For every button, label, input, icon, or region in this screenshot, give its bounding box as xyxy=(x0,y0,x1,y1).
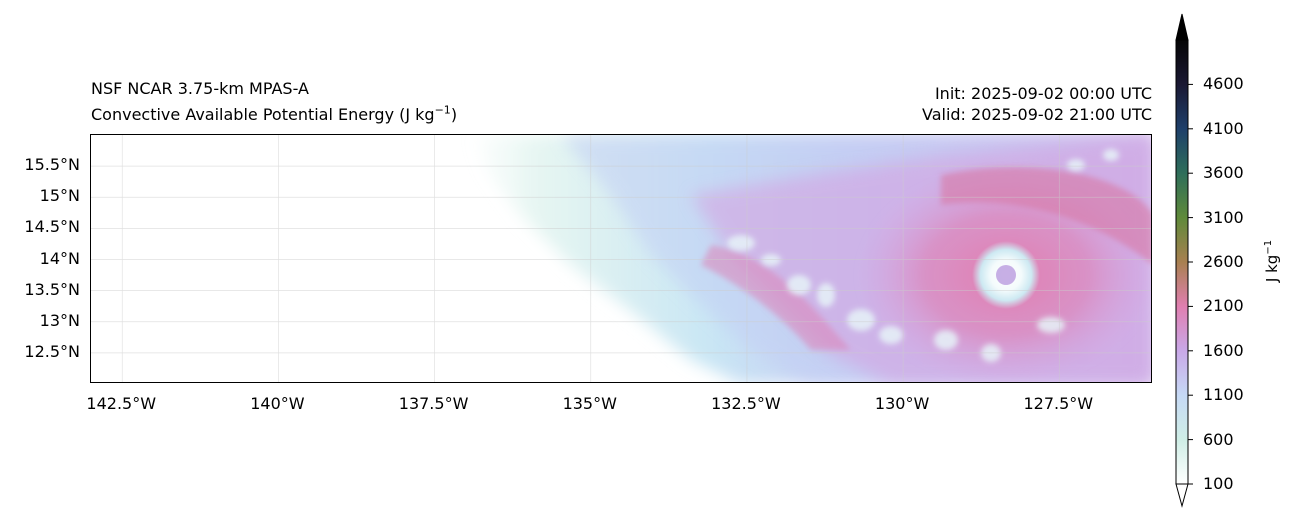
colorbar-tick-label: 3100 xyxy=(1203,207,1244,227)
variable-title: Convective Available Potential Energy (J… xyxy=(91,103,458,124)
x-tick-label: 130°W xyxy=(874,394,930,413)
cape-field xyxy=(91,135,1151,382)
init-time: Init: 2025-09-02 00:00 UTC xyxy=(934,84,1152,103)
y-tick-label: 14.5°N xyxy=(24,217,80,237)
colorbar-unit-label: J kg−1 xyxy=(1263,240,1281,282)
colorbar-tick-label: 100 xyxy=(1203,474,1234,493)
colorbar-tick-label: 2100 xyxy=(1203,296,1244,316)
colorbar-tick-label: 600 xyxy=(1203,429,1234,449)
y-tick-label: 14°N xyxy=(39,248,80,268)
colorbar-unit-text: J kg xyxy=(1263,254,1281,283)
colorbar-tick-label: 3600 xyxy=(1203,163,1244,183)
x-tick-label: 137.5°W xyxy=(398,394,469,413)
y-tick-label: 13.5°N xyxy=(24,279,80,299)
variable-title-end: ) xyxy=(450,105,458,124)
colorbar-extend-max xyxy=(1175,13,1189,41)
variable-title-exponent: −1 xyxy=(434,103,451,117)
colorbar-unit-exponent: −1 xyxy=(1263,239,1274,255)
colorbar-tick-label: 4600 xyxy=(1203,74,1244,94)
x-tick-label: 135°W xyxy=(562,394,617,413)
y-tick-label: 12.5°N xyxy=(24,341,80,361)
colorbar-tick-label: 2600 xyxy=(1203,252,1244,271)
variable-title-text: Convective Available Potential Energy (J… xyxy=(91,105,435,124)
gridlines xyxy=(91,135,1151,382)
colorbar-tick-label: 1600 xyxy=(1203,340,1244,360)
y-tick-label: 15.5°N xyxy=(24,155,80,175)
model-title: NSF NCAR 3.75-km MPAS-A xyxy=(91,79,309,98)
colorbar-tick-label: 1100 xyxy=(1203,385,1244,405)
x-tick-label: 132.5°W xyxy=(711,394,781,413)
colorbar-tick-label: 4100 xyxy=(1203,118,1244,138)
colorbar-extend-min xyxy=(1175,483,1189,508)
y-tick-label: 15°N xyxy=(39,186,80,206)
valid-time: Valid: 2025-09-02 21:00 UTC xyxy=(921,105,1152,124)
colorbar-gradient xyxy=(1175,39,1189,485)
colorbar xyxy=(1175,13,1193,508)
x-tick-label: 142.5°W xyxy=(86,394,157,413)
map-panel[interactable] xyxy=(90,134,1152,383)
x-tick-label: 127.5°W xyxy=(1023,394,1094,413)
x-tick-label: 140°W xyxy=(250,394,305,413)
y-tick-label: 13°N xyxy=(39,310,80,330)
